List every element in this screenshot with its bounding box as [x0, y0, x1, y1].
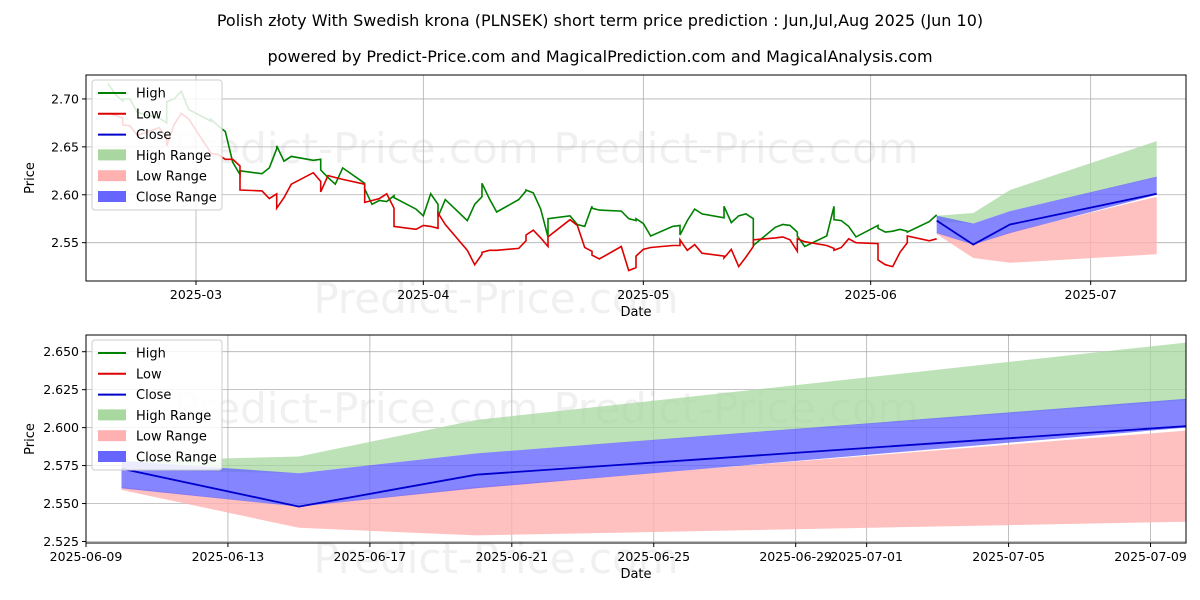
watermark-text: Predict-Price.com [553, 124, 918, 173]
low-range-band [121, 430, 1186, 536]
y-tick-label: 2.600 [43, 420, 79, 435]
legend-label: High Range [136, 409, 211, 424]
high-range-band [121, 342, 1186, 474]
legend-label: Close Range [136, 191, 217, 206]
y-tick-label: 2.550 [43, 496, 79, 511]
y-tick-label: 2.60 [51, 187, 79, 202]
close-range-band [121, 398, 1186, 507]
x-tick-label: 2025-05 [617, 287, 669, 302]
x-tick-label: 2025-06-21 [475, 549, 548, 564]
y-tick-label: 2.65 [51, 139, 79, 154]
legend-swatch-close-range [98, 191, 126, 202]
legend-swatch-high-range [98, 149, 126, 161]
watermark-text: Predict-Price.com [313, 274, 678, 323]
x-tick-label: 2025-07-01 [830, 549, 903, 564]
legend-label: Close [136, 128, 171, 143]
x-tick-label: 2025-07-05 [972, 549, 1045, 564]
legend-label: High Range [136, 149, 211, 164]
legend-label: High [136, 87, 166, 102]
watermark-text: Predict-Price.com [313, 534, 678, 583]
x-tick-label: 2025-06-17 [334, 549, 407, 564]
x-tick-label: 2025-06-13 [192, 549, 265, 564]
legend-label: Close Range [136, 451, 217, 466]
x-tick-label: 2025-06-29 [759, 549, 832, 564]
chart-title: Polish złoty With Swedish krona (PLNSEK)… [217, 11, 983, 30]
legend-swatch-high-range [98, 409, 126, 421]
x-tick-label: 2025-04 [397, 287, 449, 302]
y-tick-label: 2.55 [51, 235, 79, 250]
y-tick-label: 2.575 [43, 458, 79, 473]
y-tick-label: 2.625 [43, 382, 79, 397]
legend-label: Low [136, 367, 162, 382]
y-tick-label: 2.525 [43, 534, 79, 549]
y-tick-label: 2.650 [43, 344, 79, 359]
y-tick-label: 2.70 [51, 91, 79, 106]
x-tick-label: 2025-06-25 [617, 549, 690, 564]
close-line [936, 192, 1157, 246]
x-axis-label: Date [620, 305, 651, 320]
bottom-chart: Predict-Price.comPredict-Price.comPredic… [23, 334, 1187, 583]
plot-frame [85, 334, 1187, 544]
legend-swatch-low-range [98, 430, 126, 442]
x-tick-label: 2025-06-09 [50, 549, 123, 564]
high-range-band [936, 141, 1157, 224]
y-axis-label: Price [23, 162, 38, 194]
low-line [107, 112, 937, 272]
chart-subtitle: powered by Predict-Price.com and Magical… [267, 47, 932, 66]
x-tick-label: 2025-07 [1065, 287, 1117, 302]
legend-label: Low Range [136, 430, 207, 445]
x-tick-label: 2025-07-09 [1114, 549, 1187, 564]
y-axis-label: Price [23, 423, 38, 455]
top-chart: Predict-Price.com Predict-Price.com Predic… [23, 74, 1187, 323]
close-line [121, 425, 1187, 508]
legend-label: Close [136, 388, 171, 403]
close-range-band [936, 176, 1157, 245]
x-axis-label: Date [620, 567, 651, 582]
x-tick-label: 2025-03 [170, 287, 222, 302]
legend-swatch-low-range [98, 170, 126, 182]
legend-label: High [136, 347, 166, 362]
plot-frame [85, 74, 1187, 282]
low-range-band [936, 196, 1157, 263]
watermark-text: Predict-Price.com [173, 124, 538, 173]
legend-label: Low Range [136, 170, 207, 185]
legend-swatch-close-range [98, 451, 126, 462]
legend-label: Low [136, 107, 162, 122]
x-tick-label: 2025-06 [845, 287, 897, 302]
